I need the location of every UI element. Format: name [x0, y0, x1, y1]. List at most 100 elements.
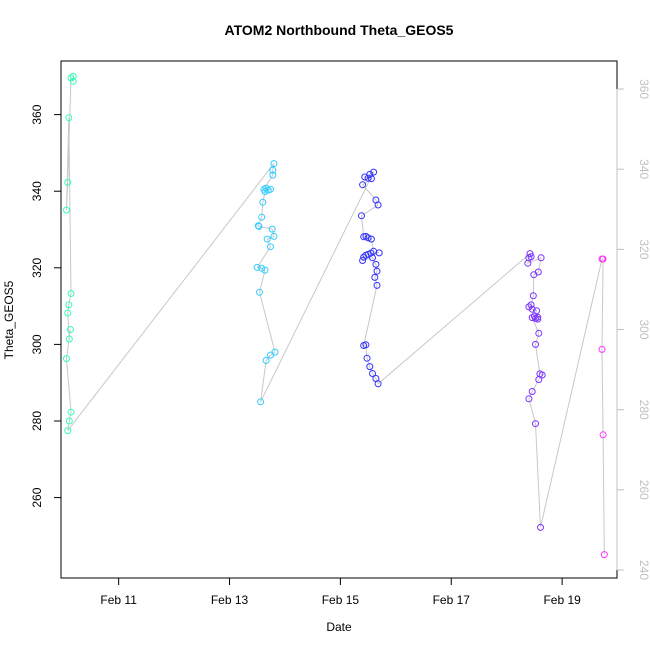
x-tick-label: Feb 19: [543, 593, 581, 607]
data-point: [362, 341, 370, 349]
x-tick-label: Feb 11: [100, 593, 137, 607]
y-axis-label: Theta_GEOS5: [2, 280, 16, 359]
data-point: [369, 370, 376, 377]
y-right-tick-label: 260: [637, 480, 650, 500]
data-point: [261, 188, 269, 196]
data-point: [67, 408, 75, 416]
y-tick-label: 260: [30, 487, 44, 507]
data-point: [358, 212, 365, 220]
data-point: [370, 168, 378, 176]
data-point: [65, 301, 73, 309]
data-point: [64, 427, 72, 435]
data-point: [367, 235, 375, 243]
data-point: [261, 266, 269, 274]
data-point: [367, 175, 375, 183]
x-axis: Feb 11 Feb 13 Feb 15 Feb 17 Feb 19: [100, 577, 581, 607]
y-right-tick-label: 280: [637, 400, 650, 420]
data-point: [369, 254, 376, 262]
data-point: [262, 184, 270, 192]
data-point: [600, 551, 608, 559]
data-point: [532, 340, 539, 348]
data-point: [363, 354, 371, 362]
data-point: [66, 326, 74, 333]
data-point: [362, 251, 370, 259]
data-point: [262, 357, 270, 364]
data-point: [374, 380, 382, 388]
chart-title: ATOM2 Northbound Theta_GEOS5: [225, 22, 454, 38]
data-point: [65, 417, 73, 425]
data-point: [267, 243, 274, 251]
connector-lines: [65, 76, 605, 555]
data-point: [532, 420, 539, 428]
data-point: [253, 263, 261, 271]
data-point: [529, 292, 537, 300]
data-point: [67, 74, 75, 82]
data-point: [258, 213, 266, 221]
data-point: [373, 267, 381, 275]
y-right-tick-label: 320: [637, 239, 650, 259]
data-point: [269, 166, 277, 174]
data-point: [599, 431, 607, 439]
data-points: [63, 72, 608, 559]
data-point: [373, 281, 381, 289]
data-point: [535, 329, 543, 337]
x-tick-label: Feb 17: [433, 593, 471, 607]
x-tick-label: Feb 13: [211, 593, 249, 607]
data-point: [372, 260, 380, 268]
data-point: [69, 72, 77, 80]
y-right-tick-label: 300: [637, 319, 650, 339]
data-point: [359, 181, 367, 189]
y-axis-left: 260 280 300 320 340 360: [30, 104, 62, 508]
data-point: [537, 523, 544, 531]
data-point: [255, 222, 263, 230]
data-point: [538, 371, 546, 379]
data-point: [256, 288, 263, 296]
y-tick-label: 340: [30, 181, 44, 201]
data-point: [525, 395, 533, 403]
y-tick-label: 320: [30, 257, 44, 277]
connector-line: [65, 76, 605, 555]
data-point: [366, 363, 374, 371]
y-right-tick-label: 360: [637, 79, 650, 99]
data-point: [528, 388, 536, 395]
data-point: [528, 314, 536, 322]
data-point: [364, 174, 372, 182]
data-point: [374, 201, 382, 209]
data-point: [371, 273, 379, 281]
y-right-tick-label: 340: [637, 159, 650, 179]
data-point: [375, 249, 383, 257]
data-point: [270, 232, 278, 240]
data-point: [599, 255, 607, 263]
data-point: [361, 173, 369, 181]
x-tick-label: Feb 15: [322, 593, 360, 607]
y-axis-right: 240 260 280 300 320 340 360: [616, 79, 650, 580]
data-point: [257, 398, 265, 406]
y-tick-label: 360: [30, 104, 44, 124]
y-tick-label: 280: [30, 411, 44, 431]
x-axis-label: Date: [326, 620, 352, 634]
data-point: [263, 235, 271, 243]
data-point: [259, 198, 267, 206]
data-point: [64, 178, 72, 186]
data-point: [270, 160, 278, 168]
data-point: [64, 309, 72, 317]
data-point: [269, 171, 277, 179]
y-right-tick-label: 240: [637, 560, 650, 580]
data-point: [267, 351, 274, 359]
data-point: [359, 257, 367, 264]
data-point: [526, 250, 534, 258]
data-point: [360, 253, 368, 261]
data-point: [254, 222, 262, 230]
data-point: [63, 355, 70, 363]
data-point: [537, 254, 545, 262]
data-point: [598, 345, 606, 353]
data-point: [524, 259, 532, 267]
data-point: [67, 290, 75, 297]
y-tick-label: 300: [30, 334, 44, 354]
data-point: [535, 376, 543, 384]
data-point: [528, 305, 536, 313]
data-point: [527, 301, 535, 309]
data-point: [65, 114, 73, 122]
data-point: [268, 225, 276, 233]
